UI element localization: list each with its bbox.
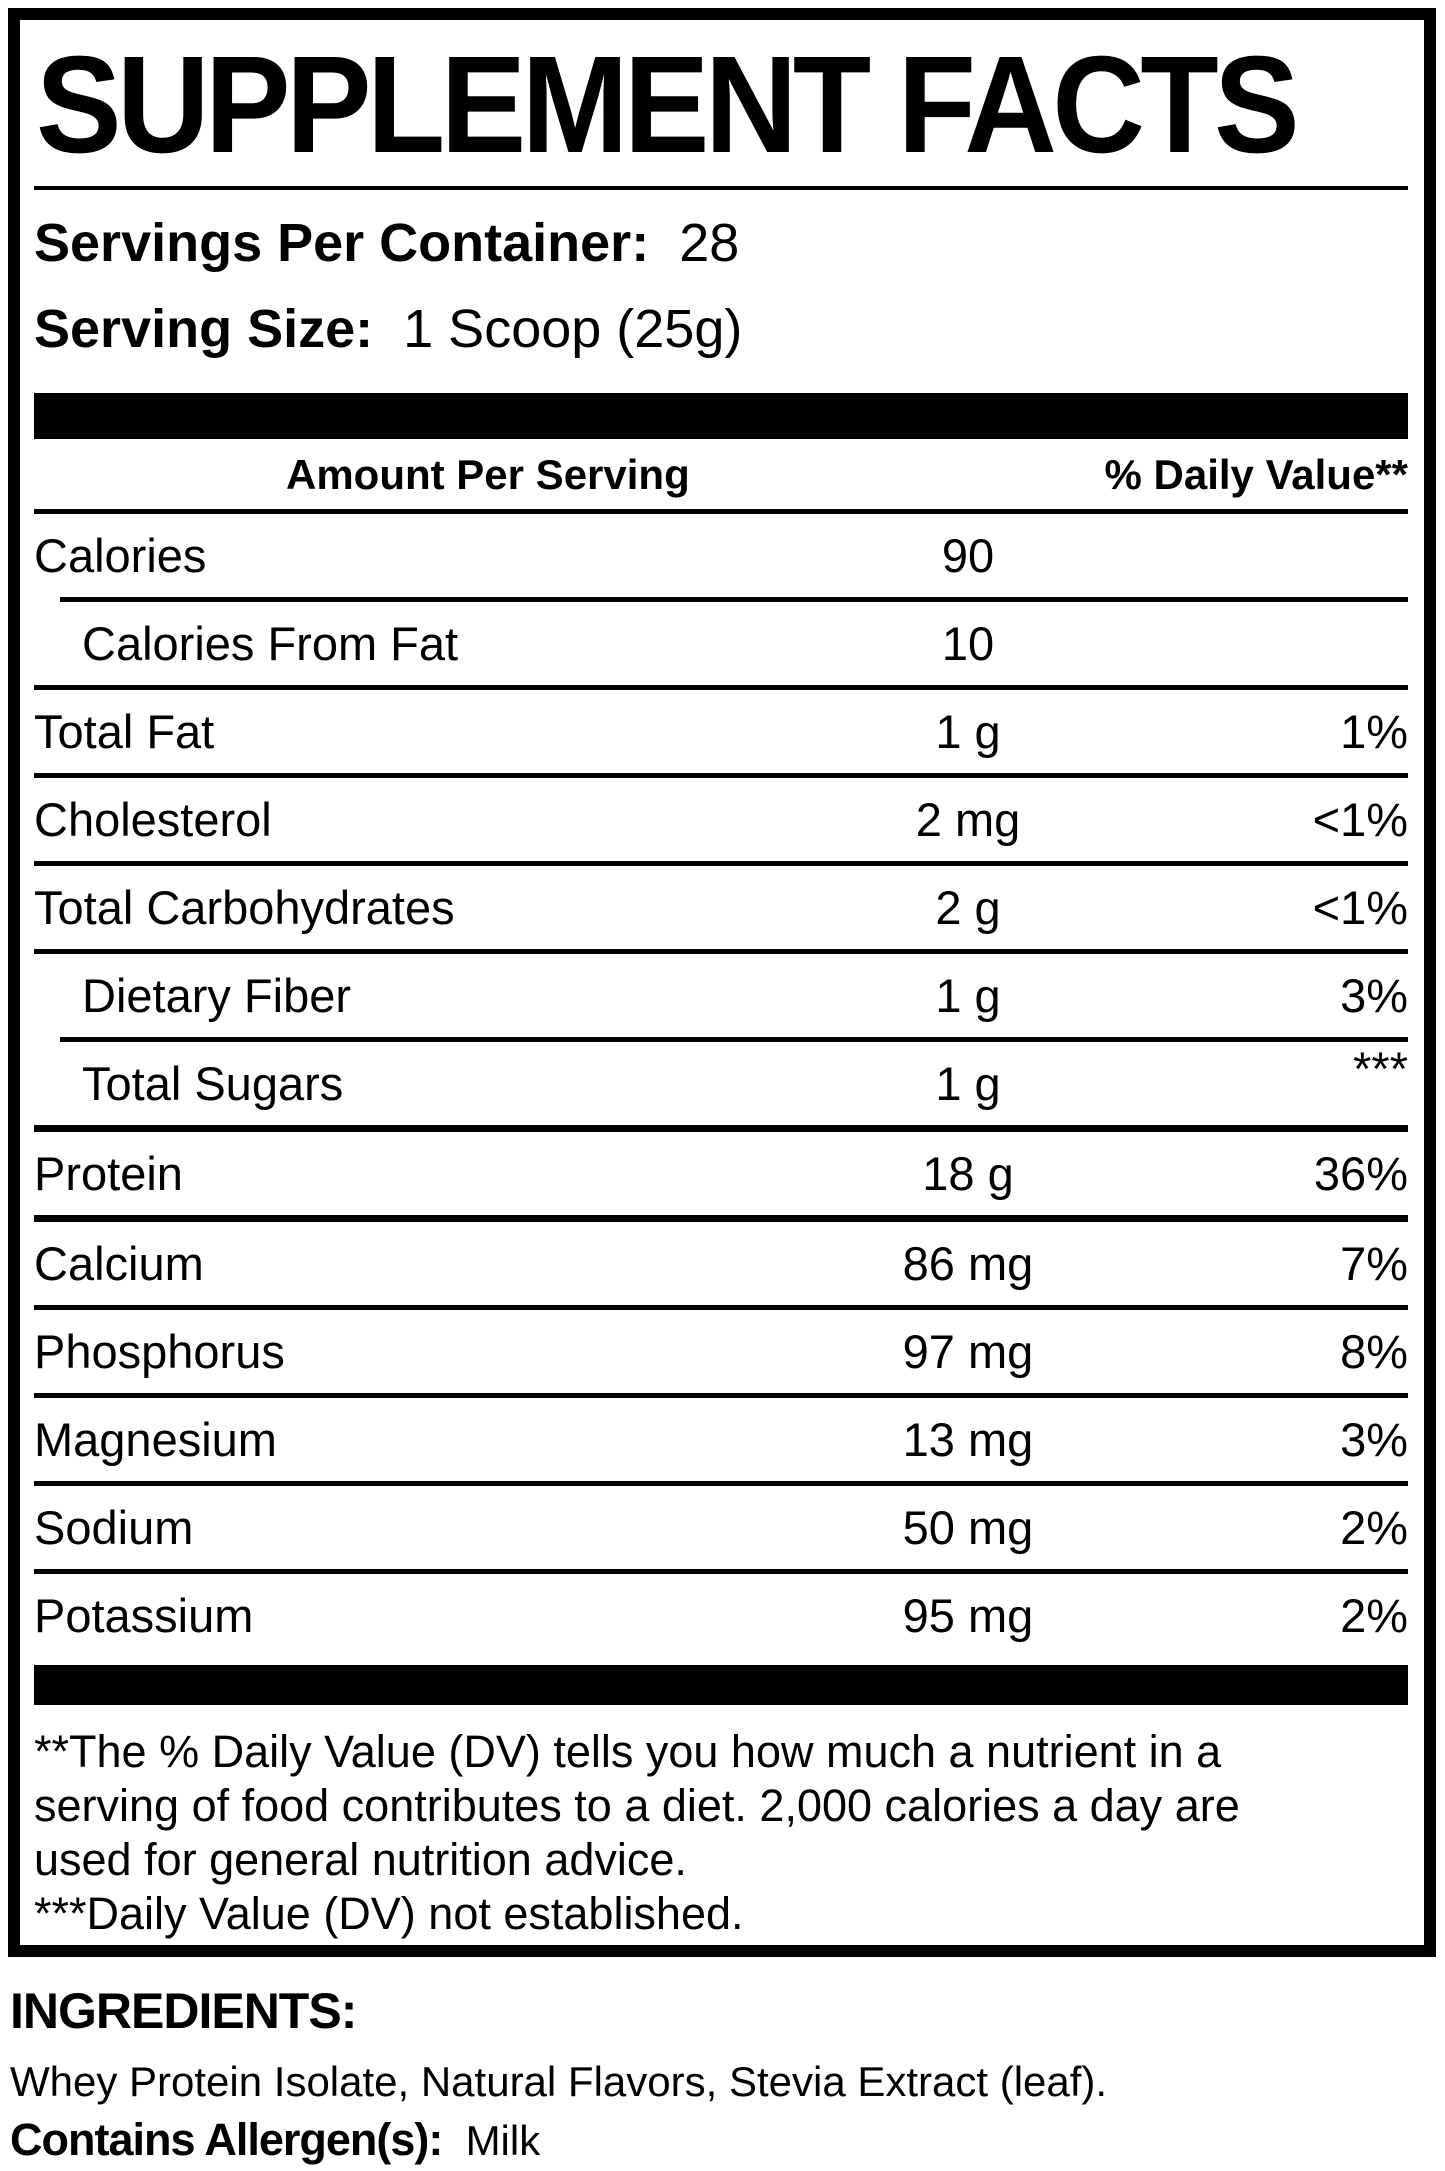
nutrient-row: Dietary Fiber 1 g 3% — [34, 954, 1408, 1037]
panel-title: SUPPLEMENT FACTS — [34, 20, 1408, 186]
footnote-line: used for general nutrition advice. — [34, 1833, 687, 1885]
row-divider — [34, 1214, 1408, 1222]
nutrient-row: Calories 90 — [34, 514, 1408, 597]
amount-value: 10 — [941, 616, 995, 670]
amount-value: 97 mg — [902, 1324, 1034, 1378]
nutrient-row: Sodium 50 mg 2% — [34, 1486, 1408, 1569]
nutrient-row: Calories From Fat 10 — [34, 602, 1408, 685]
nutrient-row: Cholesterol 2 mg <1% — [34, 778, 1408, 861]
row-divider — [34, 1568, 1408, 1574]
serving-size-value: 1 Scoop (25g) — [403, 299, 743, 360]
row-divider — [34, 1392, 1408, 1398]
dv-value: <1% — [1312, 792, 1408, 846]
header-divider — [34, 508, 1408, 514]
ingredients-heading: INGREDIENTS: — [10, 1983, 357, 2039]
row-divider — [60, 596, 1408, 602]
amount-value: 1 g — [935, 1056, 1001, 1110]
dv-value: 2% — [1340, 1500, 1408, 1554]
serving-size-label: Serving Size: — [34, 299, 374, 360]
dv-value: 2% — [1340, 1588, 1408, 1642]
table-header: Amount Per Serving % Daily Value** — [34, 439, 1408, 509]
dv-value: 3% — [1340, 1412, 1408, 1466]
row-divider — [34, 684, 1408, 690]
amount-per-serving-header: Amount Per Serving — [286, 450, 690, 498]
nutrient-name: Total Carbohydrates — [34, 880, 455, 934]
amount-value: 2 g — [935, 880, 1001, 934]
dv-value: 7% — [1340, 1236, 1408, 1290]
amount-value: 13 mg — [902, 1412, 1034, 1466]
dv-value: 36% — [1313, 1146, 1408, 1200]
row-divider — [34, 1480, 1408, 1486]
nutrient-name: Protein — [34, 1146, 183, 1200]
row-divider — [34, 1304, 1408, 1310]
nutrient-row: Magnesium 13 mg 3% — [34, 1398, 1408, 1481]
daily-value-header: % Daily Value** — [1104, 450, 1409, 498]
nutrient-row: Protein 18 g 36% — [34, 1132, 1408, 1215]
title-divider — [34, 186, 1408, 190]
row-divider — [34, 860, 1408, 866]
nutrient-name: Magnesium — [34, 1412, 277, 1466]
nutrient-name: Cholesterol — [34, 792, 272, 846]
nutrient-name: Sodium — [34, 1500, 194, 1554]
nutrient-name: Calcium — [34, 1236, 204, 1290]
amount-value: 1 g — [935, 968, 1001, 1022]
nutrient-row: Phosphorus 97 mg 8% — [34, 1310, 1408, 1393]
amount-value: 86 mg — [902, 1236, 1034, 1290]
supplement-facts-panel: SUPPLEMENT FACTS Servings Per Container:… — [8, 8, 1436, 1957]
row-divider — [34, 772, 1408, 778]
serving-info: Servings Per Container: 28 Serving Size:… — [34, 190, 1408, 387]
nutrient-name: Calories From Fat — [82, 616, 459, 670]
nutrient-row: Potassium 95 mg 2% — [34, 1574, 1408, 1657]
dv-value: <1% — [1312, 880, 1408, 934]
serving-size: Serving Size: 1 Scoop (25g) — [34, 286, 1408, 372]
nutrient-name: Total Fat — [34, 704, 215, 758]
row-divider — [34, 1124, 1408, 1132]
footnote-line: **The % Daily Value (DV) tells you how m… — [34, 1725, 1222, 1777]
nutrient-name: Calories — [34, 528, 207, 582]
servings-per-container-value: 28 — [679, 213, 740, 273]
panel-title-text: SUPPLEMENT FACTS — [36, 28, 1300, 182]
dv-value: 3% — [1340, 968, 1408, 1022]
nutrient-row: Total Sugars 1 g *** — [34, 1042, 1408, 1125]
servings-per-container: Servings Per Container: 28 — [34, 200, 1408, 286]
nutrient-name: Total Sugars — [82, 1056, 344, 1110]
separator-bar-bottom — [34, 1664, 1408, 1705]
footnote-line: serving of food contributes to a diet. 2… — [34, 1779, 1240, 1831]
amount-value: 1 g — [935, 704, 1001, 758]
servings-per-container-label: Servings Per Container: — [34, 213, 650, 273]
facts-table-body: Calories 90 Calories From Fat 10 Total Fat 1 … — [34, 514, 1408, 1657]
footnote: **The % Daily Value (DV) tells you how m… — [34, 1715, 1408, 1941]
nutrient-name: Phosphorus — [34, 1324, 285, 1378]
nutrient-row: Total Fat 1 g 1% — [34, 690, 1408, 773]
nutrient-row: Calcium 86 mg 7% — [34, 1222, 1408, 1305]
nutrient-row: Total Carbohydrates 2 g <1% — [34, 866, 1408, 949]
nutrient-name: Potassium — [34, 1588, 254, 1642]
separator-bar-top — [34, 392, 1408, 439]
dv-value: 8% — [1340, 1324, 1408, 1378]
amount-value: 50 mg — [902, 1500, 1034, 1554]
dv-value: 1% — [1340, 704, 1408, 758]
amount-value: 95 mg — [902, 1588, 1034, 1642]
nutrient-name: Dietary Fiber — [82, 968, 352, 1022]
allergen-line: Contains Allergen(s): Milk — [10, 2110, 1430, 2171]
ingredients-list: Whey Protein Isolate, Natural Flavors, S… — [10, 2057, 1108, 2105]
row-divider — [34, 948, 1408, 954]
amount-value: 18 g — [922, 1146, 1014, 1200]
amount-value: 90 — [941, 528, 995, 582]
allergen-value: Milk — [465, 2117, 541, 2165]
row-divider — [60, 1036, 1408, 1042]
amount-value: 2 mg — [915, 792, 1021, 846]
footnote-line: ***Daily Value (DV) not established. — [34, 1887, 744, 1939]
allergen-label: Contains Allergen(s): — [10, 2114, 443, 2166]
dv-value: *** — [1353, 1041, 1408, 1095]
